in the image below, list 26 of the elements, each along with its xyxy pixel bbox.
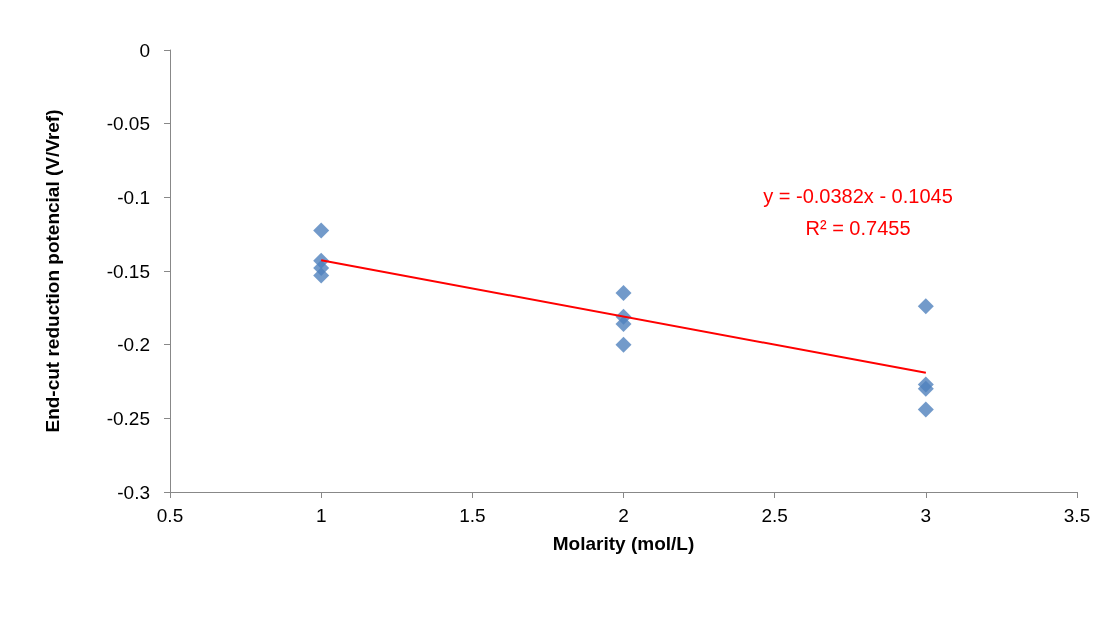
point <box>615 285 632 302</box>
x-tick-label: 1 <box>315 505 327 526</box>
y-tick-label: -0.15 <box>106 260 150 282</box>
x-tick-label: 0.5 <box>156 505 184 526</box>
point <box>615 336 632 353</box>
y-tick-label: 0 <box>139 39 150 61</box>
x-tick-label: 1.5 <box>459 505 486 526</box>
x-tick-label: 3.5 <box>1063 505 1091 526</box>
point <box>917 380 934 397</box>
y-tick-label: -0.1 <box>117 186 150 208</box>
x-tick-label: 2 <box>618 505 629 526</box>
annotation: y = -0.0382x - 0.1045 <box>763 185 953 207</box>
x-tick-label: 2.5 <box>761 505 788 526</box>
x-axis-title: Molarity (mol/L) <box>552 533 695 554</box>
x-tick-label: 3 <box>920 505 932 526</box>
point <box>917 401 934 418</box>
y-tick-label: -0.3 <box>117 481 150 503</box>
point <box>917 298 934 315</box>
annotation: R² = 0.7455 <box>805 217 911 239</box>
point <box>313 267 330 284</box>
y-axis-title: End-cut reduction potencial (V/Vref) <box>42 109 63 433</box>
point <box>615 316 632 333</box>
y-tick-label: -0.2 <box>117 334 150 356</box>
y-tick-label: -0.25 <box>106 407 150 429</box>
y-tick-label: -0.05 <box>106 113 150 135</box>
point <box>313 222 330 239</box>
